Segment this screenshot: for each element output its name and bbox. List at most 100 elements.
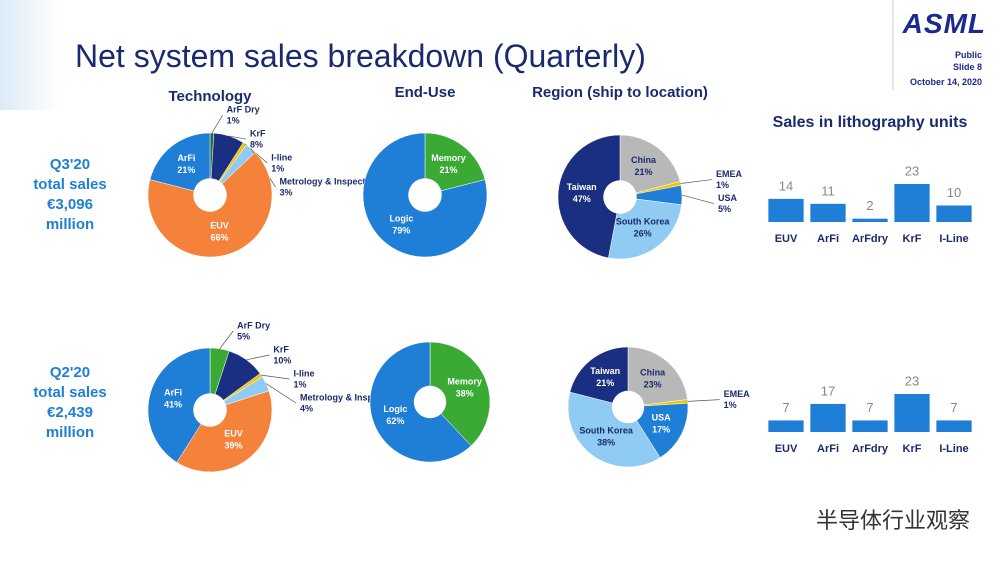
- row-label: Q2'20 total sales €2,439 million: [20, 363, 120, 443]
- slice-label: Logic: [389, 214, 413, 224]
- slice-label: EUV: [210, 221, 229, 231]
- leader-line: [687, 399, 720, 402]
- value-label: 3%: [280, 187, 293, 197]
- slice-label: Metrology & Inspection: [300, 392, 400, 402]
- value-label: 7: [950, 400, 957, 415]
- value-label: 10%: [273, 355, 291, 365]
- value-label: 66%: [211, 233, 229, 243]
- x-tick-label: I-Line: [939, 443, 968, 455]
- slide-number: Slide 8: [952, 62, 982, 72]
- row-label: Q3'20 total sales €3,096 million: [20, 155, 120, 235]
- value-label: 4%: [300, 403, 313, 413]
- donut-hole: [193, 178, 227, 212]
- x-tick-label: ArFdry: [852, 443, 889, 455]
- donut-hole: [611, 390, 645, 424]
- slice-label: EMEA: [724, 389, 751, 399]
- pie-slice: [176, 390, 273, 473]
- donut-hole: [603, 180, 637, 214]
- slice-label: USA: [652, 412, 672, 422]
- slice-label: I-line: [271, 152, 292, 162]
- bar: [768, 420, 804, 432]
- row-label-line: total sales: [33, 176, 107, 193]
- slice-label: EUV: [224, 429, 243, 439]
- date: October 14, 2020: [909, 77, 982, 87]
- donut-hole: [408, 178, 442, 212]
- row-label-line: million: [45, 216, 95, 233]
- row-label-line: €3,096: [47, 196, 93, 213]
- leader-line: [261, 374, 290, 380]
- value-label: 38%: [597, 437, 615, 447]
- value-label: 39%: [225, 441, 243, 451]
- classification: Public: [954, 50, 982, 60]
- bar: [936, 420, 972, 432]
- value-label: 1%: [724, 400, 737, 410]
- value-label: 2: [866, 198, 873, 213]
- x-tick-label: ArFdry: [852, 233, 889, 245]
- value-label: 1%: [227, 115, 240, 125]
- slice-label: ArF Dry: [237, 320, 270, 330]
- slice-label: South Korea: [616, 216, 670, 226]
- bar: [852, 218, 888, 222]
- value-label: 21%: [596, 378, 614, 388]
- slice-label: Taiwan: [590, 366, 620, 376]
- value-label: 79%: [392, 226, 410, 236]
- slice-label: ArF Dry: [227, 104, 260, 114]
- value-label: 38%: [456, 389, 474, 399]
- slice-label: ArFi: [177, 153, 195, 163]
- pie-slice: [557, 134, 621, 259]
- value-label: 26%: [634, 228, 652, 238]
- leader-line: [681, 194, 715, 204]
- row-label-line: total sales: [33, 384, 107, 401]
- pie-slice: [619, 134, 681, 198]
- bar: [810, 403, 846, 432]
- x-tick-label: KrF: [903, 443, 922, 455]
- donut-hole: [413, 385, 447, 419]
- row-label-line: €2,439: [47, 404, 93, 421]
- watermark: 半导体行业观察: [815, 508, 970, 533]
- slice-label: China: [631, 155, 657, 165]
- leader-line: [680, 179, 713, 184]
- value-label: 11: [821, 183, 835, 198]
- pie-slice: [567, 391, 661, 468]
- value-label: 1%: [271, 163, 284, 173]
- slice-label: Memory: [447, 377, 482, 387]
- donut-hole: [193, 393, 227, 427]
- x-tick-label: ArFi: [817, 233, 839, 245]
- value-label: 21%: [635, 167, 653, 177]
- x-tick-label: EUV: [775, 233, 798, 245]
- slice-label: KrF: [250, 128, 266, 138]
- value-label: 17%: [652, 424, 670, 434]
- value-label: 1%: [293, 379, 306, 389]
- value-label: 21%: [177, 165, 195, 175]
- row-label-line: Q3'20: [49, 156, 91, 173]
- leader-line: [229, 135, 247, 140]
- value-label: 14: [779, 178, 793, 193]
- value-label: 1%: [716, 180, 729, 190]
- chart-title: End-Use: [395, 84, 456, 101]
- leader-line: [211, 114, 223, 134]
- x-tick-label: I-Line: [939, 233, 968, 245]
- bar: [894, 184, 930, 222]
- pie-slice: [569, 346, 629, 408]
- slice-label: South Korea: [579, 425, 633, 435]
- pie-slice: [627, 346, 688, 408]
- logo: ASML: [902, 8, 986, 39]
- value-label: 17: [821, 383, 835, 398]
- pie-slice: [147, 347, 211, 463]
- bar: [810, 203, 846, 222]
- row-label-line: Q2'20: [49, 364, 91, 381]
- chart-title: Technology: [168, 88, 252, 105]
- slice-label: Memory: [431, 153, 466, 163]
- leader-line: [219, 330, 234, 349]
- pie-slice: [608, 196, 682, 260]
- pie-slice: [429, 341, 491, 447]
- value-label: 5%: [237, 331, 250, 341]
- slice-label: EMEA: [716, 169, 743, 179]
- value-label: 62%: [386, 416, 404, 426]
- bar: [852, 420, 888, 432]
- slice-label: China: [640, 367, 666, 377]
- pie-slice: [424, 132, 486, 196]
- slice-label: ArFi: [164, 388, 182, 398]
- chart-title: Region (ship to location): [532, 84, 708, 101]
